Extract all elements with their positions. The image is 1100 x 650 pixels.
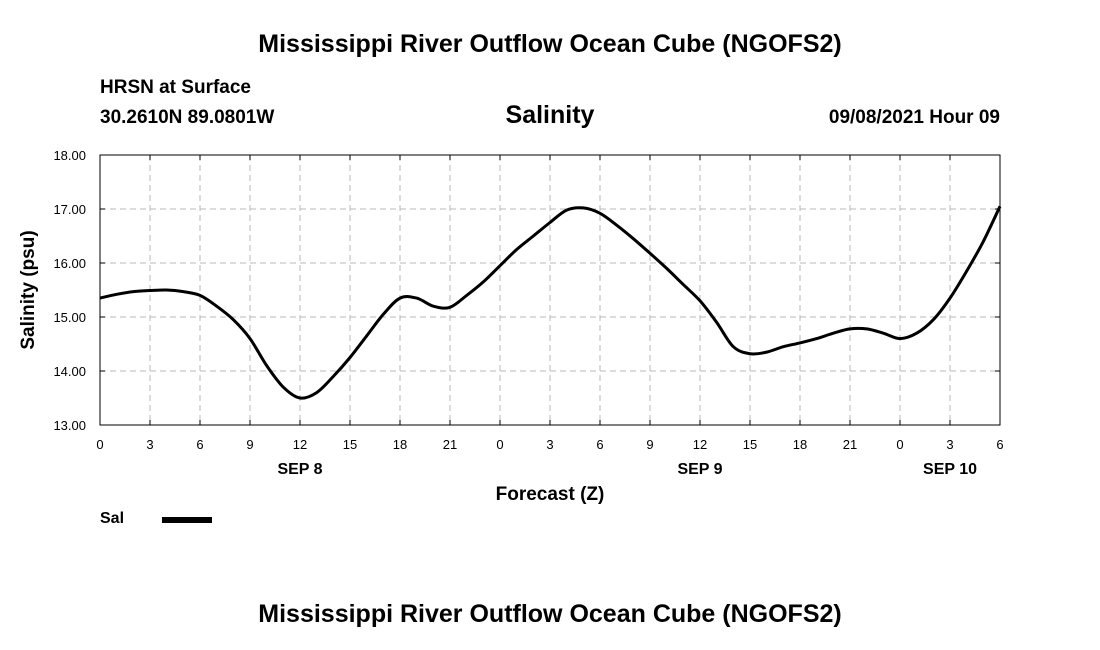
x-tick-label: 15 <box>743 437 757 452</box>
x-tick-label: 21 <box>443 437 457 452</box>
x-axis-label: Forecast (Z) <box>496 484 605 505</box>
x-tick-label: 18 <box>393 437 407 452</box>
x-tick-label: 3 <box>946 437 953 452</box>
x-tick-label: 6 <box>596 437 603 452</box>
x-tick-label: 9 <box>646 437 653 452</box>
page-title: Mississippi River Outflow Ocean Cube (NG… <box>258 30 842 58</box>
x-tick-label: 3 <box>546 437 553 452</box>
x-tick-label: 0 <box>896 437 903 452</box>
y-tick-label: 17.00 <box>53 202 86 217</box>
x-tick-label: 18 <box>793 437 807 452</box>
y-tick-label: 14.00 <box>53 364 86 379</box>
y-tick-label: 15.00 <box>53 310 86 325</box>
date-label: SEP 10 <box>923 461 977 478</box>
x-tick-label: 9 <box>246 437 253 452</box>
legend-label: Sal <box>100 510 125 527</box>
x-tick-label: 12 <box>693 437 707 452</box>
x-tick-label: 15 <box>343 437 357 452</box>
x-tick-label: 6 <box>996 437 1003 452</box>
date-label: SEP 8 <box>277 461 322 478</box>
y-tick-label: 13.00 <box>53 418 86 433</box>
timestamp-label: 09/08/2021 Hour 09 <box>828 107 1000 128</box>
footer-title: Mississippi River Outflow Ocean Cube (NG… <box>258 600 842 628</box>
x-tick-label: 3 <box>146 437 153 452</box>
legend-swatch <box>162 517 212 523</box>
x-tick-label: 21 <box>843 437 857 452</box>
station-label: HRSN at Surface <box>100 77 251 98</box>
x-tick-label: 0 <box>96 437 103 452</box>
coordinates-label: 30.2610N 89.0801W <box>100 107 275 128</box>
x-tick-label: 0 <box>496 437 503 452</box>
series-line-salinity <box>99 205 1002 400</box>
chart-title: Salinity <box>505 101 595 129</box>
y-axis-label: Salinity (psu) <box>18 230 39 349</box>
date-label: SEP 9 <box>677 461 722 478</box>
y-tick-label: 16.00 <box>53 256 86 271</box>
y-tick-label: 18.00 <box>53 148 86 163</box>
x-tick-label: 6 <box>196 437 203 452</box>
x-tick-label: 12 <box>293 437 307 452</box>
